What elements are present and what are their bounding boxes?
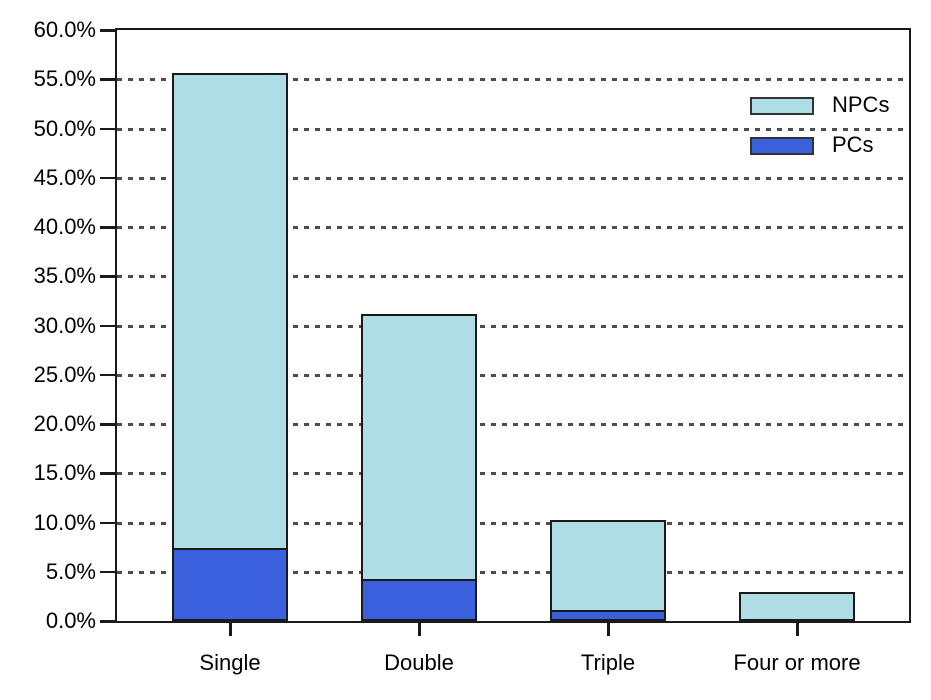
gridline — [117, 423, 909, 426]
y-axis-label: 15.0% — [33, 460, 96, 486]
gridline — [117, 78, 909, 82]
legend-swatch-pcs — [750, 137, 814, 155]
y-axis-tick — [100, 176, 116, 180]
y-axis-tick — [100, 29, 116, 32]
x-axis-tick — [229, 621, 232, 636]
gridline — [117, 324, 909, 328]
y-axis-label: 25.0% — [33, 361, 96, 387]
y-axis-label: 5.0% — [45, 558, 96, 584]
bar-double — [361, 313, 477, 621]
y-axis-label: 10.0% — [33, 509, 96, 535]
legend-swatch-npcs — [750, 97, 814, 115]
y-axis-label: 35.0% — [33, 263, 96, 289]
y-axis-tick — [100, 620, 116, 623]
legend-label-pcs: PCs — [832, 132, 874, 157]
x-axis-label: Double — [384, 650, 454, 675]
gridline — [117, 226, 909, 229]
y-axis-label: 40.0% — [33, 214, 96, 239]
plot-area — [115, 28, 911, 623]
x-axis-label: Triple — [580, 650, 636, 675]
bar-four-or-more — [739, 592, 855, 621]
y-axis-tick — [100, 472, 116, 475]
bar-segment-pcs — [361, 578, 477, 621]
bar-segment-pcs — [172, 547, 288, 621]
gridline — [117, 127, 909, 131]
y-axis-label: 45.0% — [33, 164, 96, 190]
y-axis-tick — [100, 78, 116, 81]
y-axis-tick — [100, 127, 116, 130]
y-axis-tick — [100, 423, 116, 426]
bar-single — [172, 73, 288, 621]
gridline — [117, 373, 909, 377]
bar-segment-npcs — [739, 592, 855, 621]
gridline — [117, 275, 909, 279]
legend-label-npcs: NPCs — [832, 92, 890, 117]
y-axis-label: 55.0% — [33, 66, 96, 92]
y-axis-tick — [100, 521, 116, 524]
bar-segment-npcs — [361, 313, 477, 582]
gridline — [117, 472, 909, 476]
y-axis-tick — [100, 373, 116, 377]
y-axis-label: 0.0% — [45, 608, 96, 633]
y-axis-label: 60.0% — [33, 17, 96, 42]
x-axis-tick — [607, 621, 610, 636]
x-axis-tick — [418, 621, 421, 636]
x-axis-label: Single — [199, 650, 261, 675]
y-axis-tick — [100, 226, 116, 229]
gridline — [117, 521, 909, 525]
y-axis-label: 50.0% — [33, 115, 96, 141]
y-axis-label: 30.0% — [33, 312, 96, 338]
bar-triple — [550, 519, 666, 621]
y-axis-tick — [100, 275, 116, 278]
y-axis-tick — [100, 570, 116, 574]
x-axis-tick — [796, 621, 799, 636]
bar-segment-npcs — [550, 519, 666, 612]
y-axis-label: 20.0% — [33, 411, 96, 436]
bar-segment-npcs — [172, 73, 288, 550]
gridline — [117, 176, 909, 180]
gridline — [117, 570, 909, 574]
y-axis-tick — [100, 324, 116, 327]
x-axis-label: Four or more — [733, 650, 861, 675]
